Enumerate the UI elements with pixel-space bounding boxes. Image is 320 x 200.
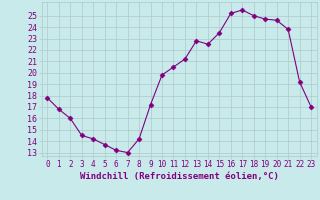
X-axis label: Windchill (Refroidissement éolien,°C): Windchill (Refroidissement éolien,°C) [80, 172, 279, 181]
